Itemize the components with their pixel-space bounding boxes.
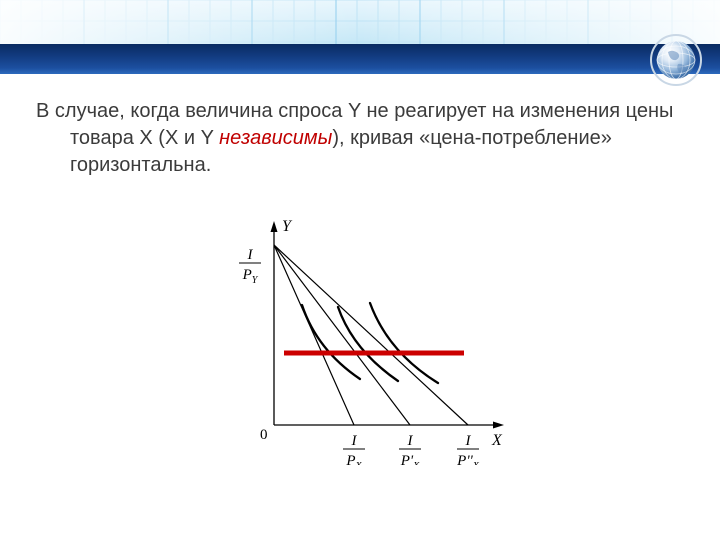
svg-text:I: I — [247, 247, 254, 263]
svg-text:I: I — [465, 433, 472, 449]
emphasis-word: независимы — [219, 127, 332, 149]
svg-text:P''X: P''X — [456, 453, 480, 465]
svg-text:0: 0 — [260, 427, 268, 443]
globe-icon — [650, 34, 702, 86]
header-bar — [0, 44, 720, 74]
svg-text:X: X — [491, 432, 503, 449]
text-line-2b: ), — [332, 127, 344, 149]
slide-body: В случае, когда величина спроса Y не реа… — [0, 78, 720, 470]
svg-text:I: I — [351, 433, 358, 449]
svg-text:Y: Y — [282, 218, 293, 235]
text-line-1: В случае, когда величина спроса Y не реа… — [36, 100, 514, 122]
svg-text:P'X: P'X — [400, 453, 420, 465]
price-consumption-chart: Y X 0 I PY I PX I P'X I P''X — [210, 205, 510, 465]
body-text: В случае, когда величина спроса Y не реа… — [36, 98, 684, 179]
slide-header — [0, 0, 720, 78]
svg-text:PX: PX — [345, 453, 362, 465]
svg-text:I: I — [407, 433, 414, 449]
chart-container: Y X 0 I PY I PX I P'X I P''X — [36, 205, 684, 470]
svg-text:PY: PY — [242, 267, 259, 286]
